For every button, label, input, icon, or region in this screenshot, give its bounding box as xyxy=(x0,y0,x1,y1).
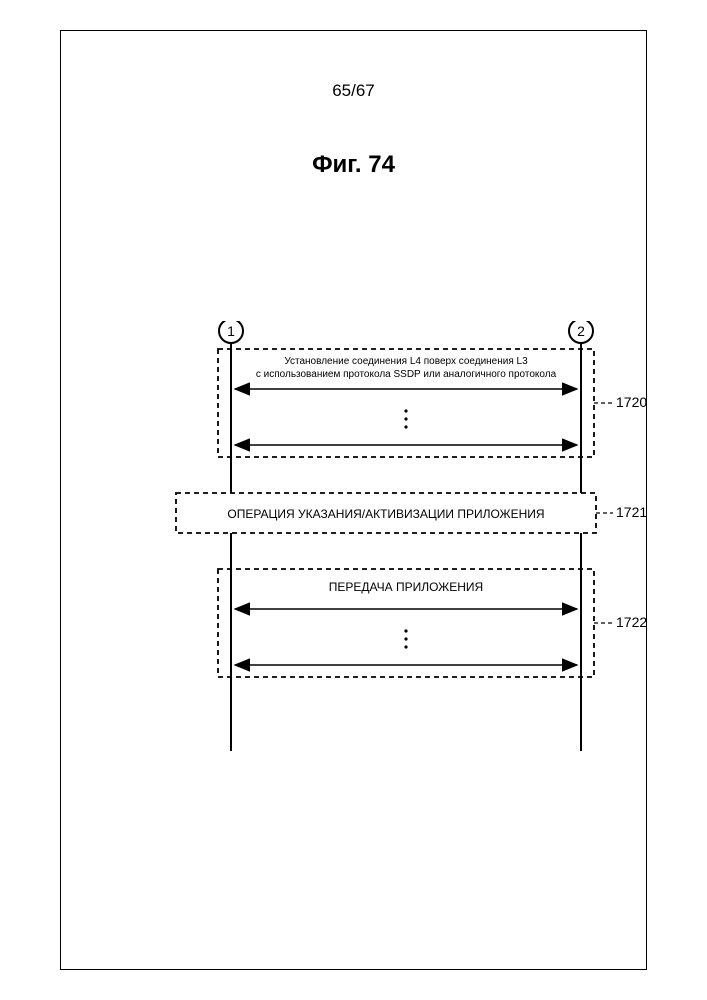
lifeline-head-1: 1 xyxy=(219,321,243,343)
box-1722-ellipsis xyxy=(398,629,414,649)
lifeline-head-2: 2 xyxy=(569,321,593,343)
box-1720-title-line2: с использованием протокола SSDP или анал… xyxy=(256,369,557,380)
box-1722-ref: 1722 xyxy=(616,614,646,630)
box-1720-ref: 1720 xyxy=(616,394,646,410)
box-1720-title-line1: Установление соединения L4 поверх соедин… xyxy=(284,356,528,367)
sequence-diagram: 1 2 Установление соединения L4 поверх со… xyxy=(61,321,646,771)
lifeline-1-label: 1 xyxy=(227,323,235,339)
box-1720-ellipsis xyxy=(398,409,414,429)
figure-title: Фиг. 74 xyxy=(61,151,646,179)
page-frame: 65/67 Фиг. 74 1 2 Установление соединени… xyxy=(60,30,647,970)
page-number: 65/67 xyxy=(61,81,646,101)
box-1721-title: ОПЕРАЦИЯ УКАЗАНИЯ/АКТИВИЗАЦИИ ПРИЛОЖЕНИЯ xyxy=(227,507,544,521)
box-1721-ref: 1721 xyxy=(616,504,646,520)
box-1722-title: ПЕРЕДАЧА ПРИЛОЖЕНИЯ xyxy=(329,580,483,594)
lifeline-2-label: 2 xyxy=(577,323,585,339)
